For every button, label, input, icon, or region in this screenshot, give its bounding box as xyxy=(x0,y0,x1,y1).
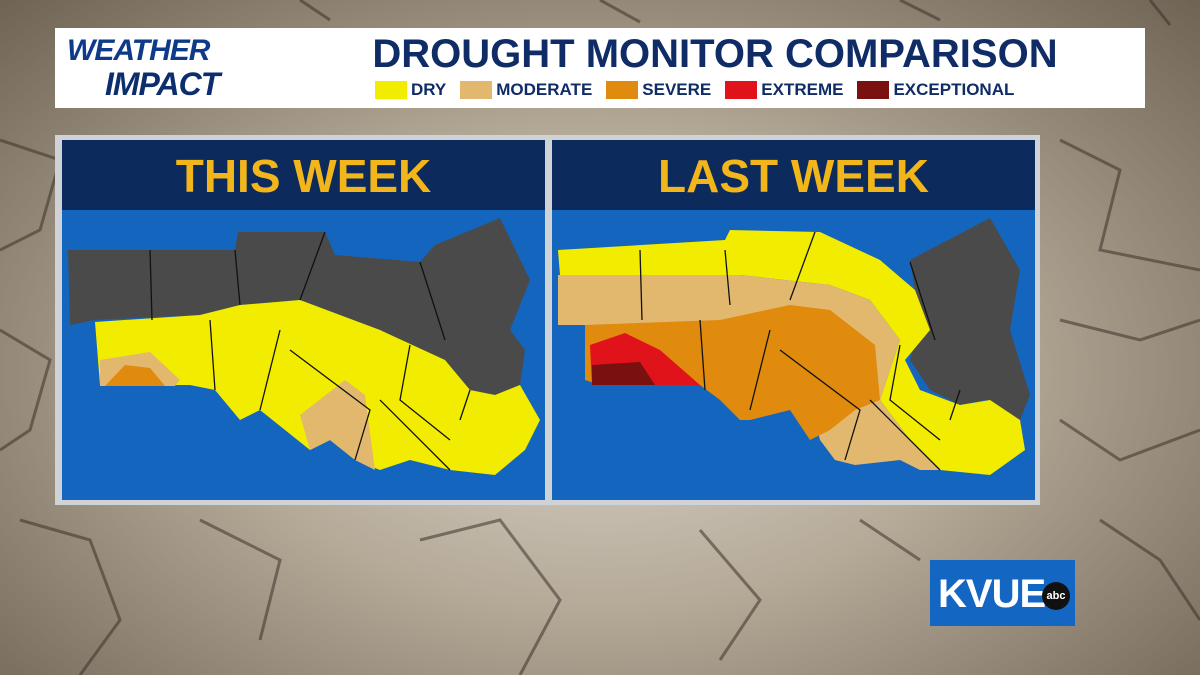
legend-label: SEVERE xyxy=(642,80,712,99)
legend-swatch xyxy=(606,81,639,99)
logo-text: WEATHER xyxy=(67,34,210,67)
logo-text: IMPACT xyxy=(105,66,220,102)
panel-title: LAST WEEK xyxy=(552,140,1035,210)
legend-label: MODERATE xyxy=(496,80,593,99)
legend: DRY MODERATE SEVERE EXTREME EXCEPTIONAL xyxy=(375,80,1014,100)
map-last-week xyxy=(558,218,1030,475)
title: DROUGHT MONITOR COMPARISON xyxy=(372,32,1058,76)
station-name: KVUE xyxy=(938,572,1046,616)
legend-item: SEVERE xyxy=(606,80,711,100)
legend-label: EXCEPTIONAL xyxy=(893,80,1015,99)
legend-swatch xyxy=(857,81,890,99)
legend-swatch xyxy=(460,81,493,99)
map-this-week xyxy=(68,218,540,475)
legend-item: EXTREME xyxy=(725,80,843,100)
legend-swatch xyxy=(725,81,758,99)
network-logo: abc xyxy=(1042,582,1070,610)
station-logo: KVUE abc xyxy=(930,560,1075,626)
legend-item: MODERATE xyxy=(460,80,592,100)
legend-swatch xyxy=(375,81,407,99)
header-banner: WEATHER IMPACT DROUGHT MONITOR COMPARISO… xyxy=(55,28,1145,108)
panel-title: THIS WEEK xyxy=(62,140,545,210)
legend-label: EXTREME xyxy=(761,80,844,99)
legend-item: EXCEPTIONAL xyxy=(857,80,1014,100)
legend-label: DRY xyxy=(411,80,447,99)
legend-item: DRY xyxy=(375,80,446,100)
